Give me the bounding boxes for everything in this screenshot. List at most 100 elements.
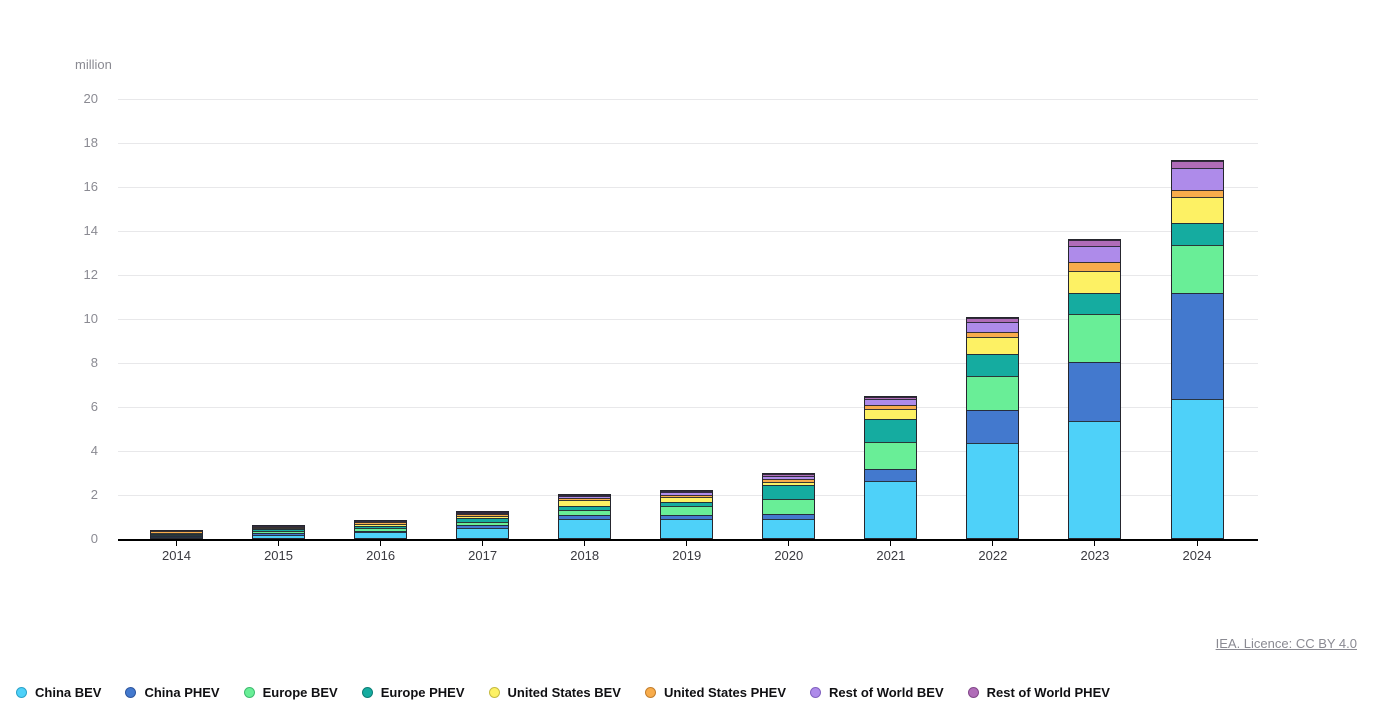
china-phev-segment[interactable] xyxy=(559,514,611,520)
europe-bev-segment[interactable] xyxy=(1069,313,1121,362)
united-states-bev-segment[interactable] xyxy=(763,481,815,486)
china-bev-segment[interactable] xyxy=(457,527,509,538)
united-states-phev-segment[interactable] xyxy=(253,526,305,528)
china-bev-segment[interactable] xyxy=(967,443,1019,538)
china-bev-segment[interactable] xyxy=(661,518,713,538)
attribution: IEA. Licence: CC BY 4.0 xyxy=(1216,636,1357,651)
legend-item-rest-of-world-bev[interactable]: Rest of World BEV xyxy=(810,685,944,700)
rest-of-world-phev-segment[interactable] xyxy=(967,318,1019,322)
europe-bev-segment[interactable] xyxy=(355,527,407,531)
china-bev-segment[interactable] xyxy=(559,519,611,538)
rest-of-world-phev-segment[interactable] xyxy=(763,474,815,477)
china-bev-segment[interactable] xyxy=(763,519,815,538)
china-phev-segment[interactable] xyxy=(1171,292,1223,400)
legend-item-united-states-phev[interactable]: United States PHEV xyxy=(644,685,786,700)
europe-bev-segment[interactable] xyxy=(253,531,305,534)
europe-bev-segment[interactable] xyxy=(151,534,202,537)
rest-of-world-bev-segment[interactable] xyxy=(763,476,815,479)
europe-bev-segment[interactable] xyxy=(865,442,917,469)
europe-phev-segment[interactable] xyxy=(763,485,815,499)
china-phev-segment[interactable] xyxy=(1069,361,1121,421)
gridline xyxy=(118,186,1258,188)
united-states-bev-segment[interactable] xyxy=(253,527,305,530)
china-phev-segment[interactable] xyxy=(355,530,407,533)
rest-of-world-bev-segment[interactable] xyxy=(253,526,305,527)
europe-bev-segment[interactable] xyxy=(967,375,1019,411)
united-states-bev-segment[interactable] xyxy=(1171,197,1223,223)
united-states-phev-segment[interactable] xyxy=(1171,189,1223,198)
rest-of-world-phev-segment[interactable] xyxy=(457,511,509,513)
attribution-link[interactable]: IEA. Licence: CC BY 4.0 xyxy=(1215,636,1357,651)
rest-of-world-phev-segment[interactable] xyxy=(1069,240,1121,246)
legend-item-china-phev[interactable]: China PHEV xyxy=(125,685,220,700)
rest-of-world-phev-segment[interactable] xyxy=(661,491,713,493)
china-bev-segment[interactable] xyxy=(1171,399,1223,538)
united-states-bev-segment[interactable] xyxy=(865,409,917,420)
united-states-bev-segment[interactable] xyxy=(355,523,407,526)
united-states-bev-segment[interactable] xyxy=(967,337,1019,354)
rest-of-world-bev-segment[interactable] xyxy=(661,492,713,495)
europe-phev-segment[interactable] xyxy=(253,529,305,532)
legend-label: Rest of World BEV xyxy=(829,685,944,700)
rest-of-world-phev-segment[interactable] xyxy=(865,396,917,400)
europe-phev-segment[interactable] xyxy=(355,525,407,528)
china-bev-segment[interactable] xyxy=(865,480,917,538)
europe-bev-segment[interactable] xyxy=(457,521,509,526)
rest-of-world-bev-segment[interactable] xyxy=(967,321,1019,333)
europe-phev-segment[interactable] xyxy=(865,419,917,443)
china-bev-segment[interactable] xyxy=(253,534,305,538)
europe-phev-segment[interactable] xyxy=(457,518,509,522)
china-bev-segment[interactable] xyxy=(151,536,202,538)
gridline xyxy=(118,318,1258,320)
united-states-phev-segment[interactable] xyxy=(355,522,407,524)
europe-phev-segment[interactable] xyxy=(559,505,611,510)
united-states-phev-segment[interactable] xyxy=(967,332,1019,338)
rest-of-world-bev-segment[interactable] xyxy=(865,399,917,406)
europe-bev-segment[interactable] xyxy=(763,498,815,515)
rest-of-world-bev-segment[interactable] xyxy=(1069,245,1121,263)
europe-bev-segment[interactable] xyxy=(559,509,611,515)
legend-item-united-states-bev[interactable]: United States BEV xyxy=(488,685,621,700)
china-phev-segment[interactable] xyxy=(967,410,1019,444)
gridline xyxy=(118,362,1258,364)
legend-item-europe-phev[interactable]: Europe PHEV xyxy=(361,685,465,700)
rest-of-world-bev-segment[interactable] xyxy=(457,512,509,515)
china-bev-segment[interactable] xyxy=(1069,420,1121,538)
europe-bev-segment[interactable] xyxy=(1171,245,1223,293)
europe-phev-segment[interactable] xyxy=(661,502,713,507)
united-states-bev-segment[interactable] xyxy=(457,516,509,519)
rest-of-world-phev-segment[interactable] xyxy=(559,494,611,496)
united-states-phev-segment[interactable] xyxy=(1069,262,1121,271)
united-states-bev-segment[interactable] xyxy=(1069,270,1121,293)
united-states-phev-segment[interactable] xyxy=(661,494,713,497)
china-bev-segment[interactable] xyxy=(355,532,407,538)
united-states-phev-segment[interactable] xyxy=(457,514,509,517)
china-phev-segment[interactable] xyxy=(865,468,917,481)
rest-of-world-bev-segment[interactable] xyxy=(559,495,611,498)
united-states-phev-segment[interactable] xyxy=(151,531,202,533)
united-states-phev-segment[interactable] xyxy=(763,478,815,482)
europe-phev-segment[interactable] xyxy=(151,534,202,535)
united-states-phev-segment[interactable] xyxy=(865,405,917,410)
europe-phev-segment[interactable] xyxy=(1069,292,1121,314)
united-states-phev-segment[interactable] xyxy=(559,497,611,501)
china-phev-segment[interactable] xyxy=(151,536,202,537)
china-phev-segment[interactable] xyxy=(763,514,815,520)
y-tick-label: 2 xyxy=(90,487,98,502)
rest-of-world-phev-segment[interactable] xyxy=(1171,160,1223,169)
legend-label: China PHEV xyxy=(144,685,220,700)
rest-of-world-bev-segment[interactable] xyxy=(355,521,407,523)
china-phev-segment[interactable] xyxy=(661,514,713,519)
legend-item-china-bev[interactable]: China BEV xyxy=(16,685,101,700)
legend-item-rest-of-world-phev[interactable]: Rest of World PHEV xyxy=(967,685,1110,700)
europe-bev-segment[interactable] xyxy=(661,506,713,515)
united-states-bev-segment[interactable] xyxy=(661,496,713,503)
rest-of-world-bev-segment[interactable] xyxy=(1171,168,1223,190)
europe-phev-segment[interactable] xyxy=(967,353,1019,376)
china-phev-segment[interactable] xyxy=(457,525,509,528)
china-phev-segment[interactable] xyxy=(253,533,305,535)
united-states-bev-segment[interactable] xyxy=(559,500,611,506)
united-states-bev-segment[interactable] xyxy=(151,532,202,535)
legend-item-europe-bev[interactable]: Europe BEV xyxy=(243,685,338,700)
europe-phev-segment[interactable] xyxy=(1171,222,1223,246)
